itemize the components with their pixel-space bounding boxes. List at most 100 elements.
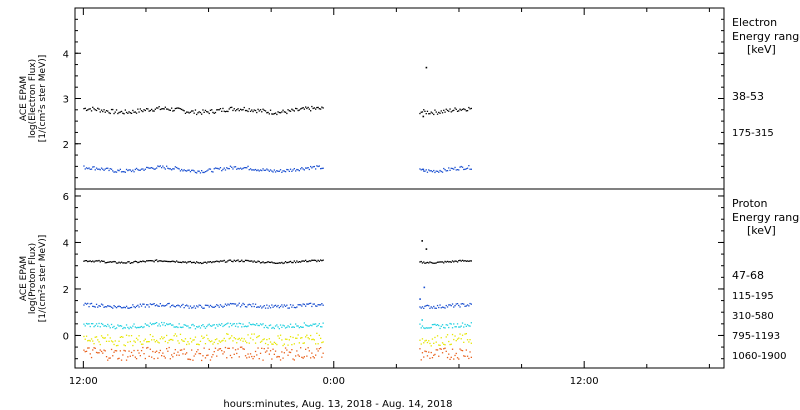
data-point	[305, 348, 307, 350]
data-point	[445, 350, 447, 352]
data-point	[188, 307, 190, 309]
data-point	[120, 307, 123, 309]
y-tick-label: 4	[63, 49, 69, 60]
data-point	[277, 111, 279, 113]
data-point	[129, 262, 131, 264]
data-point	[229, 165, 232, 167]
data-point	[469, 325, 471, 327]
data-point	[244, 355, 247, 357]
data-point	[108, 325, 110, 327]
data-point	[233, 337, 235, 339]
data-point	[153, 261, 155, 263]
data-point	[189, 305, 192, 307]
data-point	[206, 111, 208, 113]
data-point	[208, 339, 210, 342]
data-point	[297, 109, 299, 112]
data-point	[444, 307, 446, 309]
data-point	[288, 326, 290, 328]
data-point	[122, 112, 124, 114]
data-point	[129, 355, 131, 357]
data-point	[113, 325, 115, 328]
data-point	[248, 260, 250, 262]
data-point	[311, 167, 313, 169]
data-point	[224, 261, 227, 263]
data-point	[439, 112, 441, 114]
data-point	[238, 110, 240, 112]
data-point	[112, 307, 114, 309]
data-point	[468, 260, 470, 262]
data-point	[177, 167, 179, 170]
data-point	[232, 340, 234, 342]
data-point	[124, 109, 126, 111]
data-point	[201, 262, 203, 265]
data-point	[286, 112, 288, 115]
data-point	[274, 112, 277, 114]
data-point	[198, 344, 200, 346]
data-point	[85, 260, 88, 262]
data-point	[204, 261, 207, 263]
data-point	[289, 336, 292, 338]
data-point	[301, 107, 303, 109]
data-point	[419, 298, 421, 300]
data-point	[203, 336, 205, 339]
data-point	[178, 107, 180, 109]
data-point	[236, 342, 238, 344]
data-point	[460, 165, 462, 168]
data-point	[202, 307, 204, 309]
data-point	[188, 261, 190, 263]
data-point	[158, 106, 160, 108]
data-point	[468, 325, 470, 327]
data-point	[132, 354, 134, 357]
data-point	[173, 335, 175, 337]
data-point	[218, 323, 220, 325]
data-point	[208, 261, 210, 263]
data-point	[213, 306, 215, 308]
data-point	[243, 167, 245, 169]
data-point	[261, 111, 263, 113]
data-point	[100, 350, 103, 353]
data-point	[95, 167, 98, 169]
data-point	[206, 334, 208, 336]
data-point	[217, 304, 219, 307]
data-point	[227, 333, 229, 335]
data-point	[85, 167, 88, 169]
data-point	[278, 170, 280, 172]
data-point	[461, 108, 464, 111]
data-point	[238, 168, 240, 170]
data-point	[132, 109, 134, 112]
data-point	[291, 326, 293, 328]
data-point	[434, 307, 436, 309]
data-point	[313, 303, 315, 305]
data-point	[146, 108, 148, 110]
data-point	[174, 349, 176, 351]
data-point	[429, 170, 431, 172]
data-point	[460, 338, 462, 340]
data-point	[132, 169, 134, 171]
data-point	[251, 305, 253, 308]
data-point	[469, 168, 471, 170]
data-point	[159, 303, 161, 305]
data-point	[184, 305, 187, 307]
data-point	[308, 108, 310, 110]
data-point	[84, 302, 86, 304]
data-point	[178, 261, 180, 263]
data-point	[419, 306, 421, 308]
data-point	[279, 359, 282, 361]
data-point	[214, 339, 217, 341]
data-point	[444, 169, 446, 171]
data-point	[242, 260, 244, 263]
data-point	[296, 108, 298, 110]
data-point	[267, 169, 269, 171]
data-point	[269, 109, 272, 111]
data-point	[440, 325, 442, 327]
data-point	[295, 261, 297, 264]
data-point	[172, 356, 174, 358]
legend-title: Electron	[732, 16, 777, 29]
data-point	[454, 260, 456, 262]
data-point	[174, 166, 176, 168]
data-point	[184, 353, 187, 355]
data-point	[196, 326, 198, 328]
data-point	[466, 110, 469, 112]
data-point	[306, 261, 308, 263]
